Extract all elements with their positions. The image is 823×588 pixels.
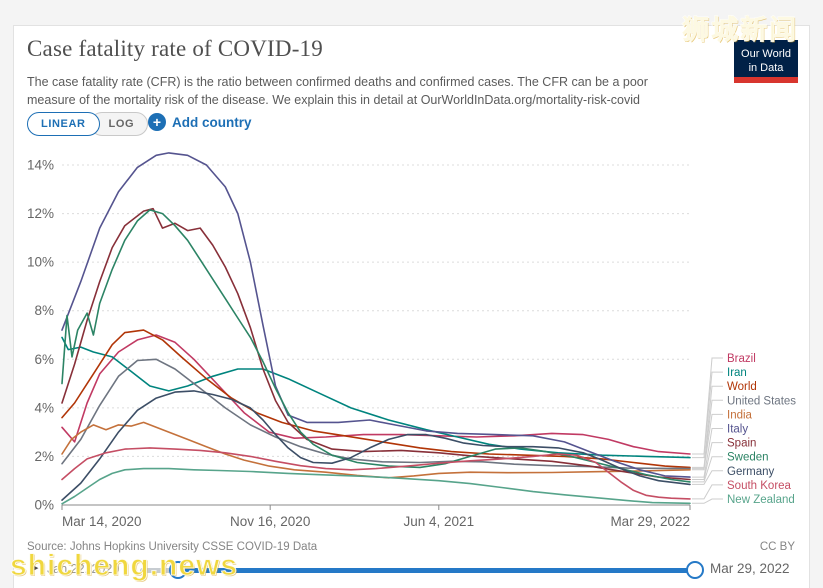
plus-icon: + xyxy=(148,113,166,131)
y-tick-label: 8% xyxy=(34,303,54,318)
legend-label-iran[interactable]: Iran xyxy=(727,367,747,379)
legend-connector xyxy=(692,357,723,455)
legend-label-world[interactable]: World xyxy=(727,381,757,393)
page-title: Case fatality rate of COVID-19 xyxy=(27,36,323,61)
legend-connector xyxy=(692,413,723,471)
x-tick-label: Jun 4, 2021 xyxy=(404,514,475,529)
legend-label-south-korea[interactable]: South Korea xyxy=(727,480,792,492)
series-line-germany xyxy=(61,390,691,501)
legend-label-spain[interactable]: Spain xyxy=(727,438,756,450)
play-icon[interactable]: ▶ xyxy=(30,562,39,574)
legend-label-brazil[interactable]: Brazil xyxy=(727,353,756,365)
legend-connector xyxy=(692,498,723,504)
series-line-india xyxy=(61,421,691,479)
timeline-selected-range[interactable] xyxy=(178,568,695,573)
owid-logo-line2: in Data xyxy=(748,61,784,74)
owid-logo-stripe xyxy=(734,77,798,83)
timeline-end-date: Mar 29, 2022 xyxy=(710,561,790,576)
legend-label-india[interactable]: India xyxy=(727,409,753,421)
series-line-sweden xyxy=(61,209,691,483)
add-country-label: Add country xyxy=(172,114,252,130)
scale-toggle: LINEAR LOG xyxy=(27,112,149,136)
legend-connector xyxy=(692,442,723,480)
series-line-brazil xyxy=(61,334,691,455)
timeline-start-date: Jan 22, 2020 xyxy=(47,562,120,576)
legend-connector xyxy=(692,385,723,468)
x-tick-label: Mar 14, 2020 xyxy=(62,514,142,529)
linear-button[interactable]: LINEAR xyxy=(27,112,100,136)
y-tick-label: 10% xyxy=(27,255,54,270)
series-line-iran xyxy=(61,336,691,459)
legend-connector xyxy=(692,484,723,500)
add-country-button[interactable]: + Add country xyxy=(148,113,252,131)
owid-logo[interactable]: Our World in Data xyxy=(734,40,798,83)
series-line-spain xyxy=(61,207,691,481)
timeline-handle-start[interactable] xyxy=(169,561,187,579)
legend-label-sweden[interactable]: Sweden xyxy=(727,452,769,464)
chart-subtitle: The case fatality rate (CFR) is the rati… xyxy=(27,75,648,107)
license-label[interactable]: CC BY xyxy=(759,541,795,553)
legend-label-new-zealand[interactable]: New Zealand xyxy=(727,494,795,506)
source-note: Source: Johns Hopkins University CSSE CO… xyxy=(27,541,318,553)
series-line-south-korea xyxy=(61,447,691,500)
x-tick-label: Nov 16, 2020 xyxy=(230,514,310,529)
y-tick-label: 14% xyxy=(27,158,54,173)
legend-connector xyxy=(692,456,723,483)
legend-label-united-states[interactable]: United States xyxy=(727,395,796,407)
series-line-united-states xyxy=(61,358,691,470)
y-tick-label: 2% xyxy=(34,449,54,464)
legend-label-germany[interactable]: Germany xyxy=(727,466,775,478)
series-line-new-zealand xyxy=(61,467,691,505)
legend-connector xyxy=(692,399,723,470)
legend-connector xyxy=(692,428,723,478)
y-tick-label: 0% xyxy=(34,498,54,513)
legend-connector xyxy=(692,470,723,485)
legend-label-italy[interactable]: Italy xyxy=(727,424,748,436)
x-tick-label: Mar 29, 2022 xyxy=(610,514,690,529)
owid-logo-line1: Our World xyxy=(741,47,791,60)
y-tick-label: 6% xyxy=(34,352,54,367)
series-line-italy xyxy=(61,152,691,478)
timeline-handle-end[interactable] xyxy=(686,561,704,579)
legend-connector xyxy=(692,371,723,459)
y-tick-label: 4% xyxy=(34,400,54,415)
y-tick-label: 12% xyxy=(27,206,54,221)
